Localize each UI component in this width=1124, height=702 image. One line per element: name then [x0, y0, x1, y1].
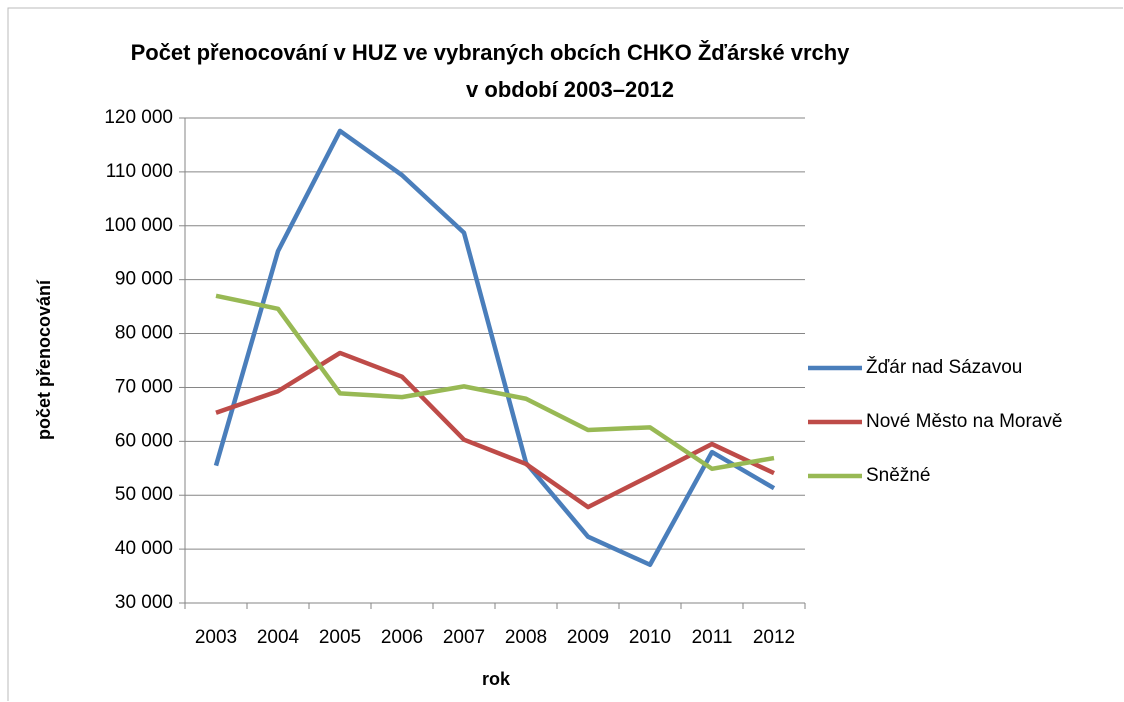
y-tick-label: 40 000: [115, 538, 173, 559]
series-line: [215, 350, 775, 510]
y-tick-label: 120 000: [104, 107, 173, 128]
y-tick-label: 50 000: [115, 484, 173, 505]
x-tick-label: 2012: [753, 627, 795, 648]
x-tick-label: 2009: [567, 627, 609, 648]
x-tick-label: 2004: [257, 627, 300, 648]
y-tick-label: 60 000: [115, 430, 173, 451]
chart-title: v období 2003–2012: [466, 77, 674, 102]
y-tick-label: 70 000: [115, 376, 173, 397]
y-tick-label: 100 000: [104, 215, 173, 236]
x-tick-label: 2007: [443, 627, 485, 648]
x-axis-title: rok: [482, 669, 511, 689]
legend-label: Sněžné: [866, 465, 930, 486]
y-axis-title: počet přenocování: [34, 279, 54, 440]
series-line: [213, 128, 776, 567]
series-line: [215, 293, 775, 472]
x-tick-label: 2011: [692, 627, 733, 648]
y-tick-label: 80 000: [115, 323, 173, 344]
y-tick-label: 110 000: [106, 161, 173, 182]
x-tick-label: 2010: [629, 627, 671, 648]
frame: [7, 7, 1123, 701]
x-tick-label: 2008: [505, 627, 547, 648]
x-tick-label: 2003: [195, 627, 237, 648]
y-tick-label: 30 000: [115, 592, 173, 613]
y-tick-label: 90 000: [115, 269, 173, 290]
legend-label: Nové Město na Moravě: [866, 411, 1062, 432]
x-tick-label: 2006: [381, 627, 423, 648]
legend-label: Žďár nad Sázavou: [866, 356, 1022, 378]
x-tick-label: 2005: [319, 627, 361, 648]
chart-title: Počet přenocování v HUZ ve vybraných obc…: [131, 40, 851, 65]
